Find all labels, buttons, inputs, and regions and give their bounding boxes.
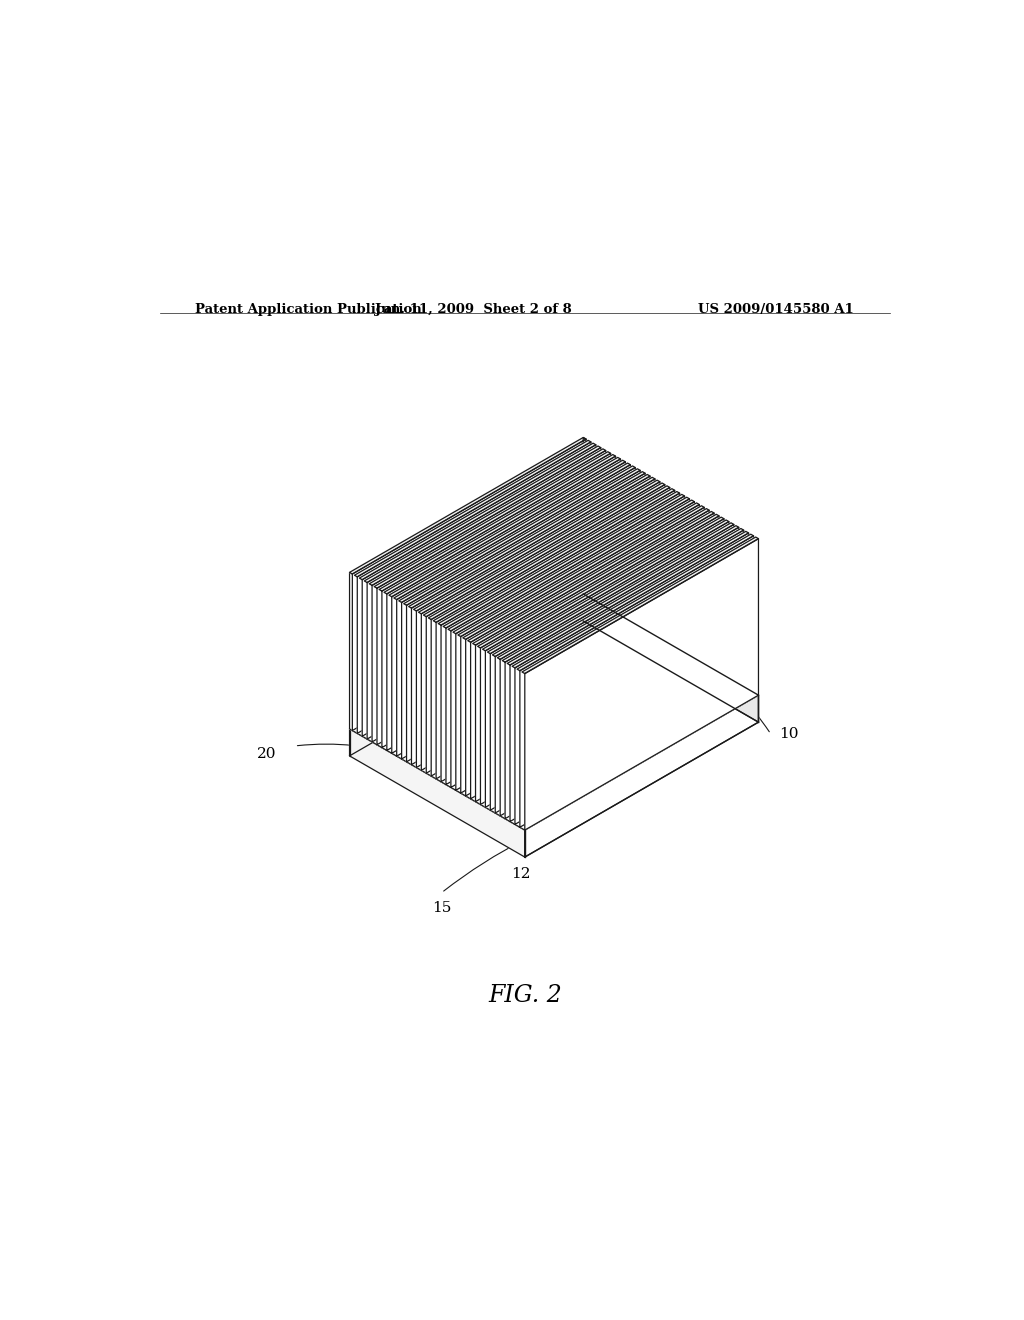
Polygon shape: [398, 466, 635, 602]
Polygon shape: [372, 450, 606, 742]
Polygon shape: [374, 451, 610, 589]
Polygon shape: [409, 471, 645, 609]
Polygon shape: [384, 458, 621, 594]
Polygon shape: [524, 696, 759, 857]
Polygon shape: [377, 453, 610, 744]
Polygon shape: [357, 442, 591, 734]
Polygon shape: [496, 521, 729, 813]
Polygon shape: [349, 573, 524, 830]
Text: 12: 12: [511, 867, 530, 880]
Text: Jun. 11, 2009  Sheet 2 of 8: Jun. 11, 2009 Sheet 2 of 8: [375, 304, 571, 315]
Polygon shape: [505, 527, 738, 818]
Polygon shape: [522, 537, 759, 673]
Polygon shape: [433, 486, 670, 622]
Polygon shape: [428, 483, 665, 619]
Polygon shape: [352, 440, 586, 730]
Polygon shape: [471, 507, 705, 799]
Polygon shape: [468, 506, 705, 643]
Polygon shape: [403, 469, 640, 606]
Polygon shape: [382, 457, 615, 747]
Polygon shape: [359, 444, 596, 579]
Polygon shape: [473, 508, 710, 645]
Polygon shape: [407, 470, 640, 762]
Polygon shape: [453, 498, 689, 634]
Polygon shape: [349, 437, 586, 574]
Polygon shape: [517, 535, 754, 671]
Polygon shape: [503, 525, 738, 663]
Polygon shape: [475, 511, 710, 801]
Polygon shape: [493, 520, 729, 656]
Polygon shape: [443, 491, 680, 628]
Text: 10: 10: [778, 727, 799, 741]
Polygon shape: [584, 594, 759, 722]
Polygon shape: [490, 519, 724, 810]
Polygon shape: [431, 484, 665, 776]
Polygon shape: [368, 447, 601, 739]
Text: 15: 15: [432, 900, 452, 915]
Polygon shape: [512, 532, 749, 668]
Polygon shape: [461, 502, 694, 793]
Polygon shape: [421, 479, 655, 771]
Polygon shape: [487, 517, 724, 653]
Polygon shape: [520, 536, 754, 828]
Polygon shape: [480, 513, 714, 804]
Polygon shape: [417, 477, 650, 767]
Polygon shape: [456, 499, 689, 791]
Polygon shape: [392, 462, 626, 754]
Polygon shape: [414, 474, 650, 611]
Polygon shape: [482, 515, 719, 651]
Polygon shape: [449, 495, 685, 631]
Polygon shape: [458, 500, 694, 636]
Polygon shape: [426, 482, 659, 774]
Polygon shape: [441, 490, 675, 781]
Polygon shape: [412, 474, 645, 764]
Polygon shape: [500, 524, 734, 816]
Polygon shape: [394, 463, 631, 599]
Polygon shape: [498, 523, 734, 660]
Text: FIG. 2: FIG. 2: [487, 985, 562, 1007]
Polygon shape: [438, 488, 675, 626]
Polygon shape: [515, 533, 749, 825]
Polygon shape: [477, 511, 714, 648]
Polygon shape: [396, 465, 631, 756]
Polygon shape: [401, 467, 635, 759]
Polygon shape: [419, 478, 655, 614]
Polygon shape: [451, 496, 685, 788]
Polygon shape: [389, 461, 626, 597]
Text: Patent Application Publication: Patent Application Publication: [196, 304, 422, 315]
Polygon shape: [365, 446, 601, 582]
Polygon shape: [354, 441, 591, 577]
Polygon shape: [387, 459, 621, 751]
Text: US 2009/0145580 A1: US 2009/0145580 A1: [698, 304, 854, 315]
Polygon shape: [466, 504, 699, 796]
Polygon shape: [524, 539, 759, 830]
Polygon shape: [379, 454, 615, 591]
Polygon shape: [584, 437, 586, 595]
Polygon shape: [463, 503, 699, 639]
Polygon shape: [436, 487, 670, 779]
Polygon shape: [507, 528, 743, 665]
Polygon shape: [424, 480, 659, 616]
Polygon shape: [510, 531, 743, 821]
Polygon shape: [349, 729, 524, 857]
Text: 20: 20: [257, 747, 276, 760]
Polygon shape: [362, 445, 596, 737]
Polygon shape: [446, 494, 680, 784]
Polygon shape: [485, 516, 719, 808]
Polygon shape: [349, 594, 759, 830]
Polygon shape: [370, 449, 606, 585]
